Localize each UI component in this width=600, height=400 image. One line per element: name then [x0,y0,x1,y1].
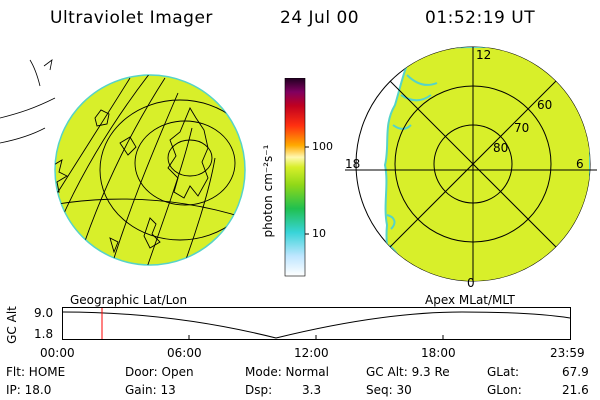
colorbar-unit-label: photon cm⁻²s⁻¹ [261,144,275,238]
info-door: Door: Open [125,365,194,379]
timeline-right-caption: Apex MLat/MLT [425,293,515,307]
info-gain: Gain: 13 [125,383,176,397]
info-glat-value: 67.9 [562,365,589,379]
info-dsp-value: 3.3 [302,383,322,397]
grid-outside-line [0,97,56,119]
polar-label-70: 70 [514,121,530,135]
meridian-line [55,75,151,265]
polar-label-0: 0 [467,276,475,290]
info-flt: Flt: HOME [6,365,66,379]
info-glon-value: 21.6 [562,383,589,397]
timeline-frame [62,307,571,340]
coastline [55,157,68,198]
meridian-line [174,157,216,265]
colorbar [284,78,309,277]
info-seq: Seq: 30 [366,383,412,397]
geographic-image [0,59,246,266]
colorbar-tick-100: 100 [312,140,333,153]
grid-outside-line [0,127,46,144]
colorbar-gradient [284,78,306,277]
timeline-xtick: 23:59 [550,346,585,360]
altitude-timeline [62,307,571,340]
meridian-line [139,127,193,265]
header-date: 24 Jul 00 [280,8,360,28]
info-glat-label: GLat: [487,365,520,379]
app-title: Ultraviolet Imager [50,8,213,28]
geographic-disk [54,74,246,266]
altitude-curve [62,311,571,339]
grid-outside-line [29,59,41,87]
parallel-line [99,99,245,241]
timeline-ytick-top: 9.0 [34,306,54,320]
parallel-line [167,139,213,177]
polar-label-18: 18 [345,157,361,171]
info-glon-label: GLon: [487,383,522,397]
timeline-xtick: 18:00 [421,346,456,360]
polar-label-12: 12 [476,48,492,62]
coastline [43,59,53,71]
coastline [109,217,161,254]
polar-label-60: 60 [537,98,553,112]
coastline [167,107,209,199]
meridian-line [55,77,131,265]
polar-label-6: 6 [576,157,584,171]
polar-image [345,46,597,282]
timeline-ytick-bottom: 1.8 [34,327,54,341]
colorbar-tick-10: 10 [312,227,326,240]
polar-label-80: 80 [493,141,509,155]
header-time: 01:52:19 UT [425,8,536,28]
timeline-left-caption: Geographic Lat/Lon [70,293,188,307]
coastline [94,109,137,156]
equator-line [55,198,245,219]
timeline-xtick: 00:00 [40,346,75,360]
info-ip: IP: 18.0 [6,383,52,397]
timeline-ylabel: GC Alt [5,306,19,344]
info-gc-alt: GC Alt: 9.3 Re [366,365,450,379]
timeline-xtick: 12:00 [294,346,329,360]
info-dsp-label: Dsp: [245,383,273,397]
timeline-xtick: 06:00 [167,346,202,360]
info-mode: Mode: Normal [245,365,329,379]
polar-diagonal-line [389,80,557,248]
